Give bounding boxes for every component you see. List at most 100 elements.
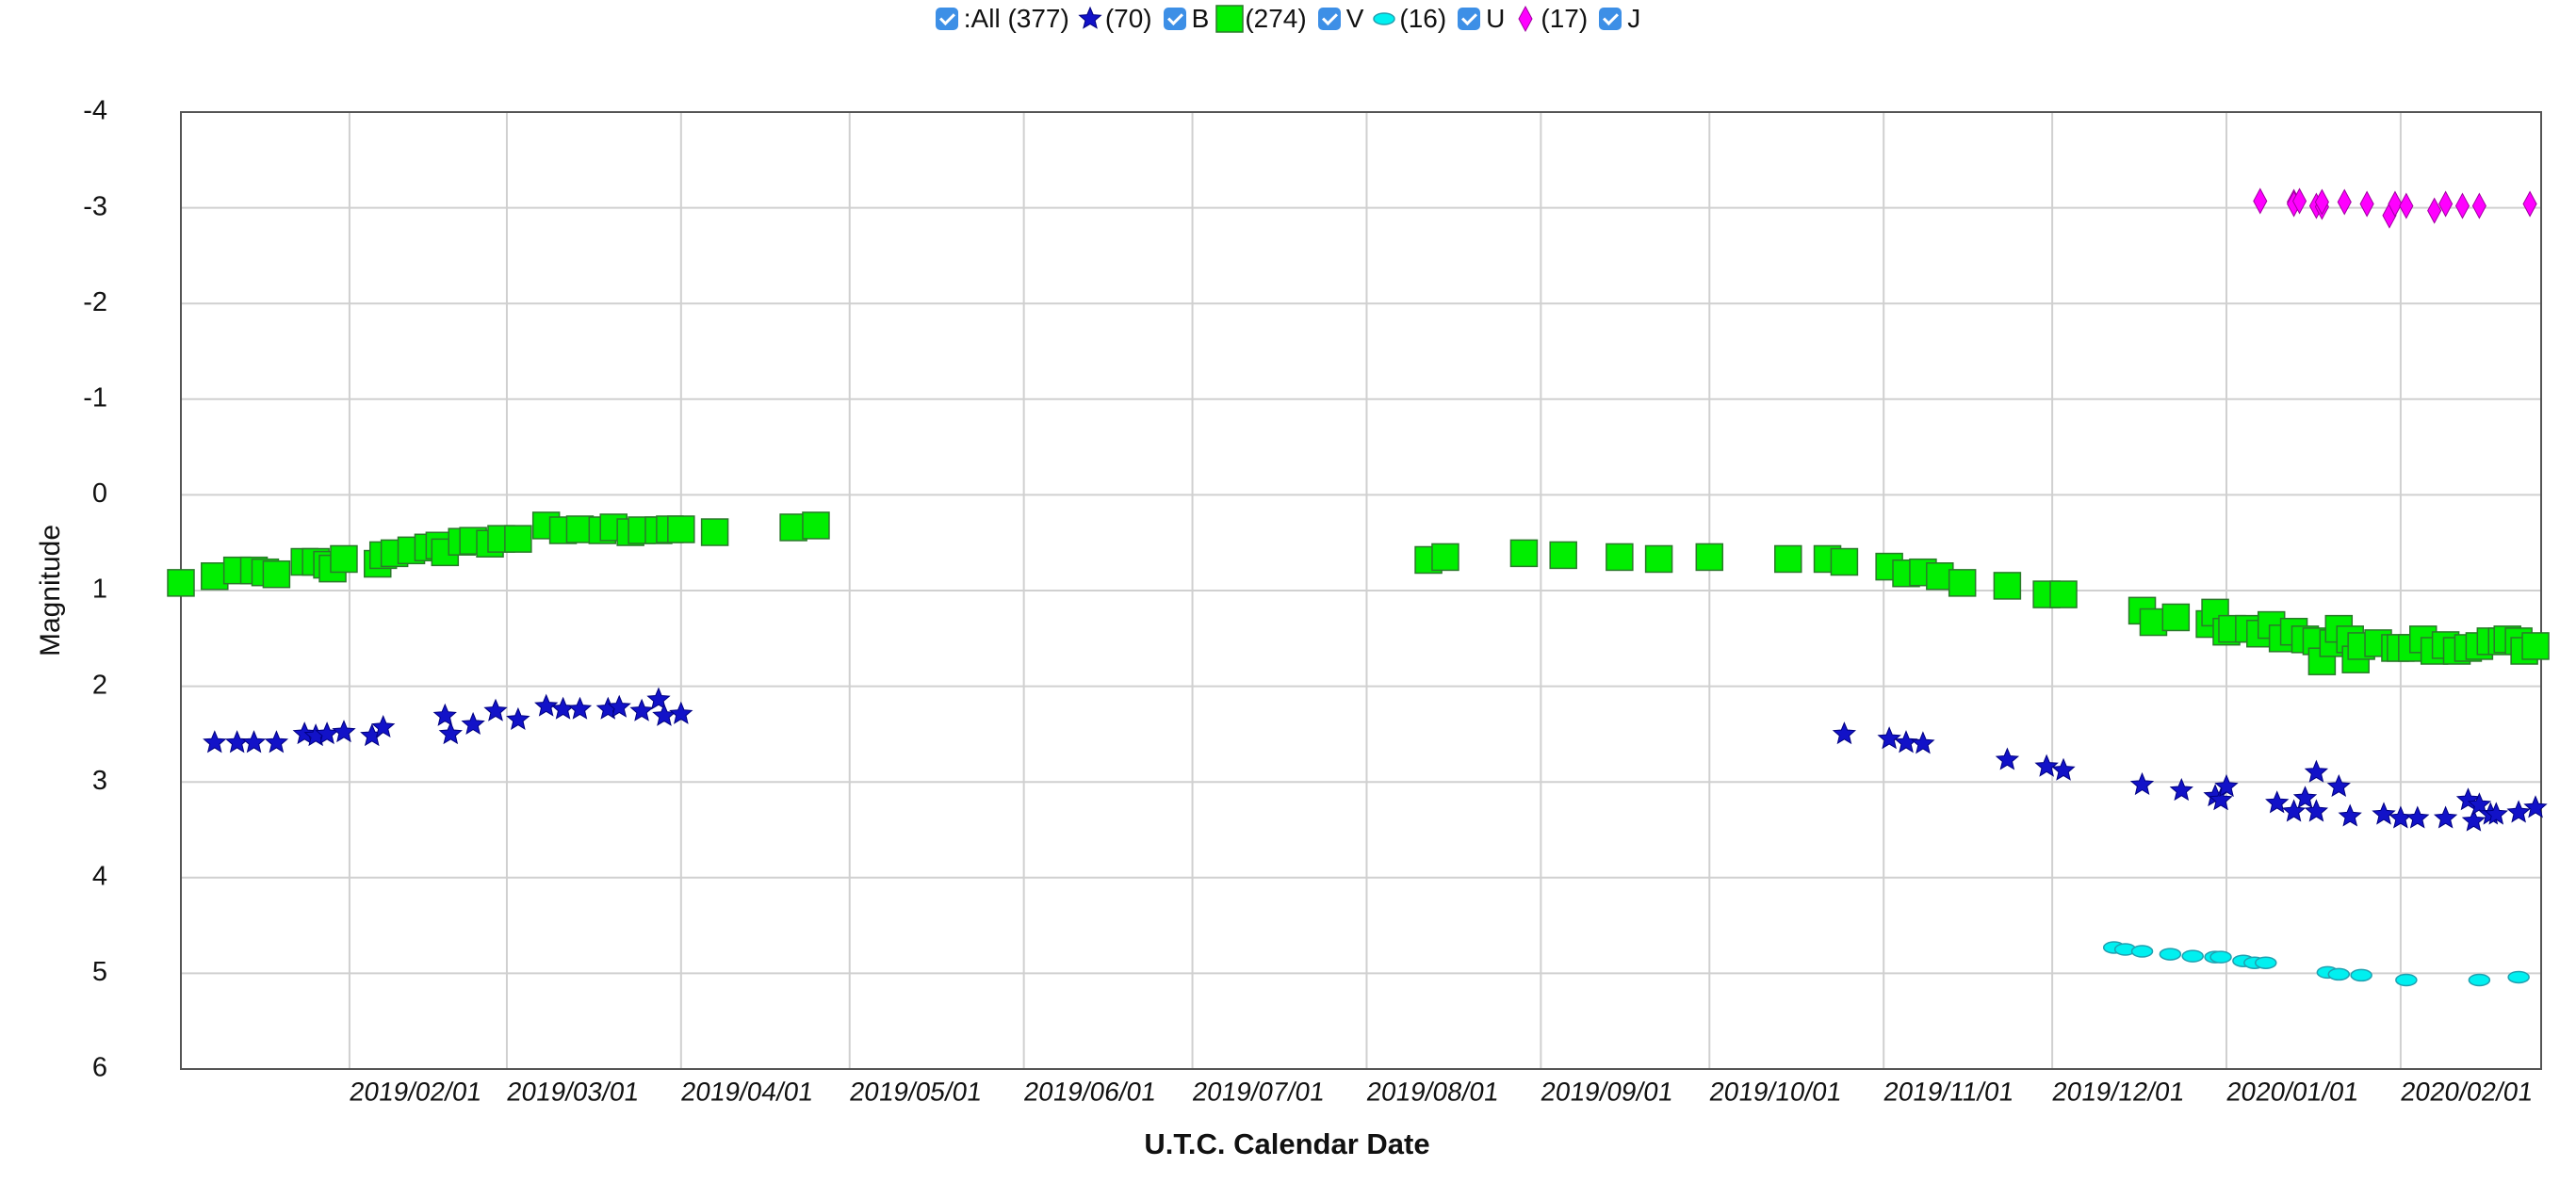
legend-count: (70) bbox=[1104, 4, 1152, 33]
star-marker bbox=[1995, 747, 2020, 770]
y-tick-label: 3 bbox=[92, 766, 107, 796]
y-tick-label: -4 bbox=[83, 96, 107, 126]
star-marker bbox=[2265, 790, 2290, 814]
legend-checkbox[interactable] bbox=[1458, 8, 1481, 30]
star-marker bbox=[2338, 803, 2362, 827]
legend-series-name: J bbox=[1627, 4, 1641, 33]
star-marker bbox=[534, 693, 559, 717]
square-marker bbox=[2161, 603, 2191, 632]
ellipse-marker bbox=[2507, 970, 2530, 984]
square-marker bbox=[1431, 543, 1459, 572]
star-marker bbox=[2433, 805, 2458, 829]
star-marker bbox=[264, 730, 289, 754]
square-marker bbox=[262, 559, 291, 589]
square-marker bbox=[167, 569, 195, 597]
x-tick-label: 2019/09/01 bbox=[1539, 1078, 1674, 1107]
x-tick-label: 2019/02/01 bbox=[348, 1078, 483, 1107]
star-marker bbox=[2484, 802, 2508, 825]
legend-icon bbox=[1215, 5, 1245, 33]
legend-checkbox[interactable] bbox=[935, 8, 958, 30]
square-marker bbox=[1509, 539, 1539, 568]
square-marker bbox=[1695, 543, 1724, 572]
square-marker bbox=[2521, 632, 2550, 660]
star-marker bbox=[432, 703, 457, 726]
square-marker bbox=[330, 544, 358, 574]
diamond-marker bbox=[2359, 190, 2374, 218]
diamond-marker bbox=[2522, 190, 2537, 218]
star-marker bbox=[2405, 805, 2430, 829]
ellipse-marker bbox=[2209, 950, 2232, 964]
square-marker bbox=[504, 525, 532, 553]
diamond-marker bbox=[2454, 192, 2470, 219]
x-tick-label: 2019/03/01 bbox=[505, 1078, 641, 1107]
x-tick-label: 2019/08/01 bbox=[1365, 1078, 1501, 1107]
star-marker bbox=[1894, 730, 1918, 754]
star-marker bbox=[483, 698, 508, 721]
y-tick-label: 1 bbox=[92, 575, 107, 605]
y-tick-label: 6 bbox=[92, 1053, 107, 1083]
star-marker bbox=[2304, 799, 2329, 822]
x-tick-label: 2019/11/01 bbox=[1882, 1078, 2015, 1107]
ellipse-marker bbox=[1373, 12, 1396, 25]
star-marker bbox=[2051, 757, 2076, 781]
star-marker bbox=[2034, 754, 2059, 777]
y-tick-label: 4 bbox=[92, 861, 107, 891]
star-marker bbox=[2467, 792, 2492, 816]
y-tick-label: 2 bbox=[92, 670, 107, 700]
legend-checkbox[interactable] bbox=[1163, 8, 1186, 30]
y-tick-label: 5 bbox=[92, 957, 107, 987]
star-marker bbox=[550, 696, 576, 720]
x-tick-label: 2019/07/01 bbox=[1191, 1078, 1327, 1107]
legend-count: (274) bbox=[1245, 4, 1307, 33]
diamond-marker bbox=[2427, 197, 2442, 224]
y-tick-label: 0 bbox=[92, 478, 107, 509]
square-marker bbox=[1774, 544, 1802, 574]
square-marker bbox=[1830, 547, 1859, 576]
y-tick-label: -1 bbox=[83, 382, 107, 413]
ellipse-marker bbox=[2255, 956, 2277, 969]
square-marker bbox=[1215, 5, 1245, 33]
star-marker bbox=[629, 698, 654, 721]
diamond-marker bbox=[2337, 188, 2352, 216]
star-marker bbox=[1078, 6, 1102, 29]
x-tick-label: 2019/05/01 bbox=[848, 1078, 984, 1107]
legend-series-name: V bbox=[1345, 4, 1364, 33]
ellipse-marker bbox=[2181, 949, 2204, 963]
star-marker bbox=[241, 730, 267, 754]
legend-checkbox[interactable] bbox=[1599, 8, 1622, 30]
square-marker bbox=[1644, 544, 1673, 574]
star-marker bbox=[1832, 721, 1857, 745]
ellipse-marker bbox=[2130, 945, 2154, 958]
square-marker bbox=[700, 518, 729, 546]
square-marker bbox=[1549, 541, 1577, 570]
diamond-marker bbox=[2399, 192, 2414, 219]
star-marker bbox=[669, 701, 693, 724]
ellipse-marker bbox=[2159, 948, 2182, 961]
star-marker bbox=[371, 715, 396, 738]
star-marker bbox=[2461, 808, 2486, 832]
square-marker bbox=[2049, 580, 2078, 608]
star-marker bbox=[2281, 799, 2307, 822]
legend-all-label: :All (377) bbox=[963, 4, 1069, 33]
star-marker bbox=[2214, 774, 2239, 798]
diamond-marker bbox=[2438, 190, 2454, 218]
legend-count: (17) bbox=[1541, 4, 1589, 33]
x-axis-title: U.T.C. Calendar Date bbox=[1144, 1127, 1429, 1160]
square-marker bbox=[1606, 543, 1634, 572]
legend-icon bbox=[1518, 5, 1533, 33]
legend-icon bbox=[1078, 6, 1102, 29]
diamond-marker bbox=[2388, 190, 2403, 218]
star-marker bbox=[2506, 800, 2531, 823]
star-marker bbox=[2523, 795, 2548, 818]
legend-checkbox[interactable] bbox=[1317, 8, 1341, 30]
star-marker bbox=[2169, 777, 2193, 802]
star-marker bbox=[2129, 771, 2155, 796]
y-tick-label: -2 bbox=[83, 287, 107, 317]
star-marker bbox=[567, 696, 593, 720]
star-marker bbox=[652, 703, 677, 726]
x-tick-label: 2019/12/01 bbox=[2050, 1078, 2186, 1107]
star-marker bbox=[224, 730, 250, 754]
legend-series-name: U bbox=[1486, 4, 1506, 33]
star-marker bbox=[506, 706, 530, 730]
